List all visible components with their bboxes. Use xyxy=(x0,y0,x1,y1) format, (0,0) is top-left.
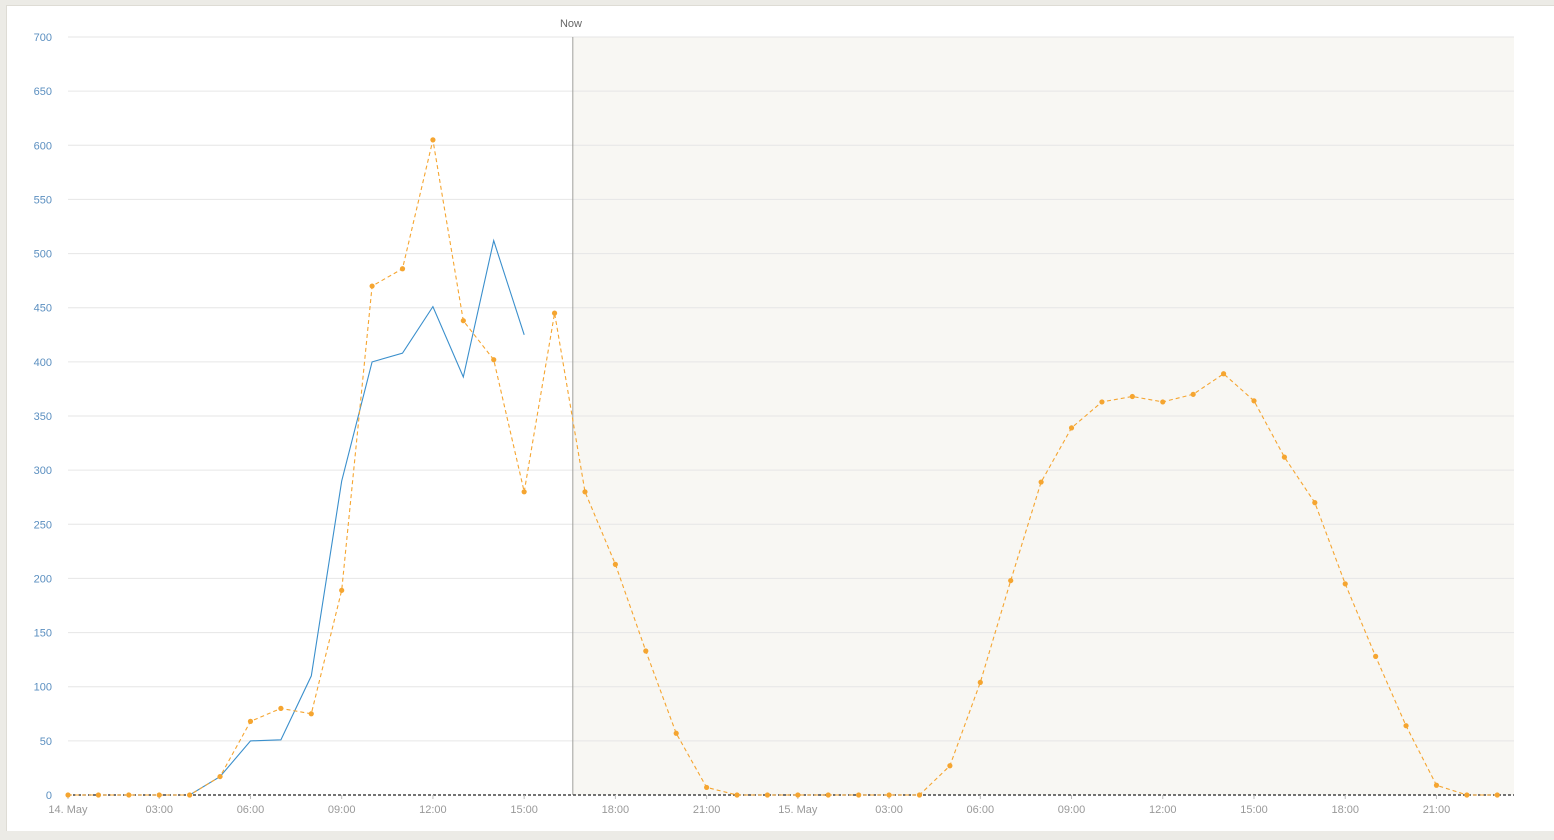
x-tick-label: 12:00 xyxy=(419,804,447,816)
y-tick-label: 100 xyxy=(34,682,52,694)
series-2-point xyxy=(764,792,771,798)
series-2-point xyxy=(825,792,831,798)
series-2-point xyxy=(126,792,132,798)
x-tick-label: 18:00 xyxy=(602,804,630,816)
series-2-point xyxy=(1464,792,1470,798)
series-2-point xyxy=(1008,577,1014,584)
series-2-point xyxy=(95,792,102,798)
series-2-point xyxy=(551,310,558,316)
axis-layer: 0 50 100 150 200 250 300 350 400 450 500 550 600 650 7… xyxy=(34,32,1514,816)
series-2-point xyxy=(1220,371,1227,377)
series-2-point xyxy=(795,792,801,798)
series-2-point xyxy=(673,730,679,736)
series-2-point xyxy=(1373,653,1379,659)
x-tick-label: 14. May xyxy=(48,804,88,816)
series-2-point xyxy=(187,792,193,798)
series-2-point xyxy=(521,489,527,495)
series-2-point xyxy=(1160,399,1166,405)
series-2-point xyxy=(1099,399,1105,405)
series-2-point xyxy=(1433,782,1440,788)
now-label: Now xyxy=(560,18,582,30)
series-2-point xyxy=(886,792,892,798)
series-2-point xyxy=(1342,581,1348,587)
x-tick-label: 15. May xyxy=(778,804,818,816)
series-2-point xyxy=(1190,391,1196,397)
y-tick-label: 600 xyxy=(34,140,52,152)
y-tick-label: 500 xyxy=(34,249,52,261)
series-2-point xyxy=(1403,723,1409,729)
series-2-point xyxy=(643,648,649,654)
y-tick-label: 0 xyxy=(46,790,52,802)
series-2-point xyxy=(734,792,740,798)
series-2-point xyxy=(856,792,862,798)
series-2-point xyxy=(430,137,436,143)
y-tick-label: 150 xyxy=(34,628,52,640)
x-tick-label: 15:00 xyxy=(1240,804,1268,816)
x-tick-label: 21:00 xyxy=(1423,804,1451,816)
x-tick-label: 12:00 xyxy=(1149,804,1177,816)
series-2-point xyxy=(217,773,223,780)
series-2-line xyxy=(68,139,1498,796)
series-2-point xyxy=(1494,792,1500,798)
series-2-point xyxy=(916,792,923,798)
series-2-point xyxy=(704,784,710,791)
y-tick-label: 250 xyxy=(34,519,52,531)
x-tick-label: 03:00 xyxy=(875,804,903,816)
series-2-point xyxy=(582,489,588,495)
series-2-point xyxy=(1068,425,1075,431)
y-tick-label: 50 xyxy=(40,736,52,748)
series-2-point xyxy=(156,792,162,798)
series-1-line xyxy=(189,238,525,796)
series-2-point xyxy=(1281,454,1288,460)
x-tick-label: 09:00 xyxy=(328,804,356,816)
series-2-point xyxy=(278,705,284,711)
y-tick-label: 300 xyxy=(34,465,52,477)
series-2-point xyxy=(1129,393,1135,400)
series-2-point xyxy=(947,763,953,769)
x-tick-label: 21:00 xyxy=(693,804,721,816)
series-2-point xyxy=(247,718,254,724)
series-2-point xyxy=(65,792,71,798)
series-2-point xyxy=(339,587,345,593)
series-2-point xyxy=(460,318,466,324)
x-tick-label: 06:00 xyxy=(967,804,995,816)
x-tick-label: 03:00 xyxy=(145,804,173,816)
series-2-point xyxy=(1038,479,1044,485)
series-2-point xyxy=(612,561,618,567)
y-tick-label: 450 xyxy=(34,303,52,315)
x-tick-label: 06:00 xyxy=(237,804,265,816)
series-2-point xyxy=(491,357,497,363)
series-2-point xyxy=(1312,500,1318,506)
x-tick-label: 09:00 xyxy=(1058,804,1086,816)
series-2-point xyxy=(977,679,983,685)
y-tick-label: 350 xyxy=(34,411,52,423)
y-tick-label: 200 xyxy=(34,573,52,585)
series-2-point xyxy=(308,711,314,717)
series-2-point xyxy=(1251,398,1257,404)
x-tick-label: 15:00 xyxy=(510,804,538,816)
y-tick-label: 400 xyxy=(34,357,52,369)
series-2-point xyxy=(399,266,406,272)
x-tick-label: 18:00 xyxy=(1331,804,1359,816)
grid-layer xyxy=(68,36,1514,795)
y-tick-label: 650 xyxy=(34,86,52,98)
series-2-point xyxy=(369,283,375,289)
y-tick-label: 700 xyxy=(34,32,52,44)
y-tick-label: 550 xyxy=(34,194,52,206)
series-layer xyxy=(65,137,1500,798)
